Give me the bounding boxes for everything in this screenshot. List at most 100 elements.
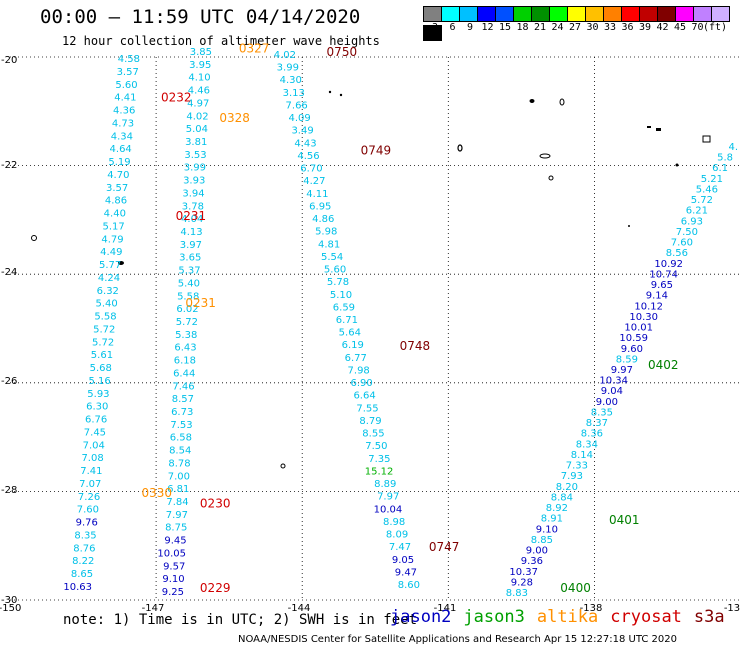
legend-label: 36 [621, 22, 634, 33]
pass-time-label: 0229 [200, 581, 231, 595]
swh-value: 8.79 [359, 416, 381, 427]
swh-value: 5.93 [87, 389, 109, 400]
swh-value: 4.41 [114, 93, 136, 104]
swh-value: 4.30 [280, 75, 302, 86]
legend-label: 45 [674, 22, 687, 33]
swh-value: 6.19 [342, 340, 364, 351]
swh-value: 4.86 [312, 214, 334, 225]
swh-value: 5.72 [92, 337, 114, 348]
island [339, 93, 343, 97]
legend-label: 15 [499, 22, 512, 33]
swh-value: 7.50 [676, 227, 698, 238]
swh-value: 4.09 [288, 113, 310, 124]
swh-value: 6.64 [353, 391, 375, 402]
swh-value: 4.34 [111, 131, 133, 142]
swh-value: 6.43 [174, 343, 196, 354]
swh-value: 6.32 [97, 286, 119, 297]
satellite-legend: jason2 jason3 altika cryosat s3a [390, 607, 737, 627]
lat-tick-label: -20 [1, 55, 17, 66]
swh-value: 3.57 [106, 183, 128, 194]
swh-value: 8.91 [541, 514, 563, 525]
swh-value: 6.21 [686, 206, 708, 217]
swh-value: 9.00 [596, 397, 618, 408]
swh-value: 4. [728, 142, 738, 153]
swh-value: 6.77 [345, 353, 367, 364]
swh-value: 3.78 [182, 201, 204, 212]
island [328, 90, 332, 94]
swh-value: 6.90 [350, 378, 372, 389]
swh-value: 3.94 [182, 188, 204, 199]
swh-value: 8.98 [383, 517, 405, 528]
swh-value: 15.12 [365, 466, 394, 477]
swh-value: 5.78 [327, 277, 349, 288]
swh-value: 6.71 [336, 315, 358, 326]
swh-value: 7.45 [84, 427, 106, 438]
credit-line: NOAA/NESDIS Center for Satellite Applica… [238, 634, 677, 645]
lon-tick-label: -141 [434, 603, 457, 614]
pass-time-label: 0402 [648, 358, 679, 372]
swh-value: 9.25 [162, 587, 184, 598]
swh-value: 5.10 [330, 290, 352, 301]
swh-value: 10.34 [599, 376, 628, 387]
swh-value: 5.8 [717, 153, 733, 164]
satellite-name: jason2 [390, 607, 452, 627]
swh-value: 8.78 [168, 458, 190, 469]
swh-value: 5.61 [91, 350, 113, 361]
swh-value: 10.30 [629, 312, 658, 323]
swh-value: 9.10 [536, 524, 558, 535]
swh-value: 6.73 [171, 407, 193, 418]
swh-value: 7.33 [566, 461, 588, 472]
swh-value: 7.93 [561, 471, 583, 482]
swh-value: 7.07 [79, 479, 101, 490]
swh-value: 4.73 [112, 118, 134, 129]
swh-value: 6.95 [309, 201, 331, 212]
swh-value: 8.76 [73, 543, 95, 554]
swh-value: 3.53 [184, 150, 206, 161]
satellite-name: cryosat [610, 607, 682, 627]
pass-time-label: 0749 [361, 144, 392, 158]
swh-value: 7.50 [365, 441, 387, 452]
swh-value: 9.97 [611, 365, 633, 376]
swh-value: 5.54 [321, 252, 343, 263]
swh-value: 6.18 [174, 356, 196, 367]
swh-value: 8.22 [72, 556, 94, 567]
swh-value: 3.49 [291, 126, 313, 137]
swh-value: 5.38 [175, 330, 197, 341]
swh-value: 5.46 [696, 184, 718, 195]
swh-value: 4.79 [101, 234, 123, 245]
swh-value: 9.57 [163, 561, 185, 572]
legend-label: 42 [656, 22, 669, 33]
island [559, 98, 565, 106]
swh-value: 6.76 [85, 415, 107, 426]
swh-value: 4.04 [181, 214, 203, 225]
swh-value: 5.64 [339, 328, 361, 339]
pass-time-label: 0328 [219, 111, 250, 125]
swh-value: 8.85 [531, 535, 553, 546]
satellite-name: altika [536, 607, 599, 627]
legend-label: 9 [467, 22, 474, 33]
swh-value: 8.54 [169, 446, 191, 457]
swh-value: 9.65 [651, 280, 673, 291]
swh-value: 8.89 [374, 479, 396, 490]
lat-tick-label: -30 [1, 595, 17, 606]
pass-time-label: 0747 [429, 540, 460, 554]
pass-time-label: 0400 [560, 581, 591, 595]
lon-tick-label: -138 [580, 603, 603, 614]
swh-value: 8.56 [666, 248, 688, 259]
swh-value: 9.05 [392, 555, 414, 566]
swh-value: 4.70 [107, 170, 129, 181]
swh-value: 3.13 [283, 88, 305, 99]
lat-tick-label: -28 [1, 485, 17, 496]
swh-value: 7.97 [377, 492, 399, 503]
swh-value: 10.05 [157, 548, 186, 559]
swh-value: 5.17 [103, 221, 125, 232]
island [31, 235, 37, 241]
swh-value: 9.14 [646, 291, 668, 302]
legend-label: (ft) [703, 22, 728, 33]
swh-value: 7.84 [166, 497, 188, 508]
lon-tick-label: -144 [288, 603, 311, 614]
swh-value: 5.21 [701, 174, 723, 185]
islands [31, 90, 711, 469]
swh-value: 5.19 [108, 157, 130, 168]
lat-tick-label: -26 [1, 376, 17, 387]
